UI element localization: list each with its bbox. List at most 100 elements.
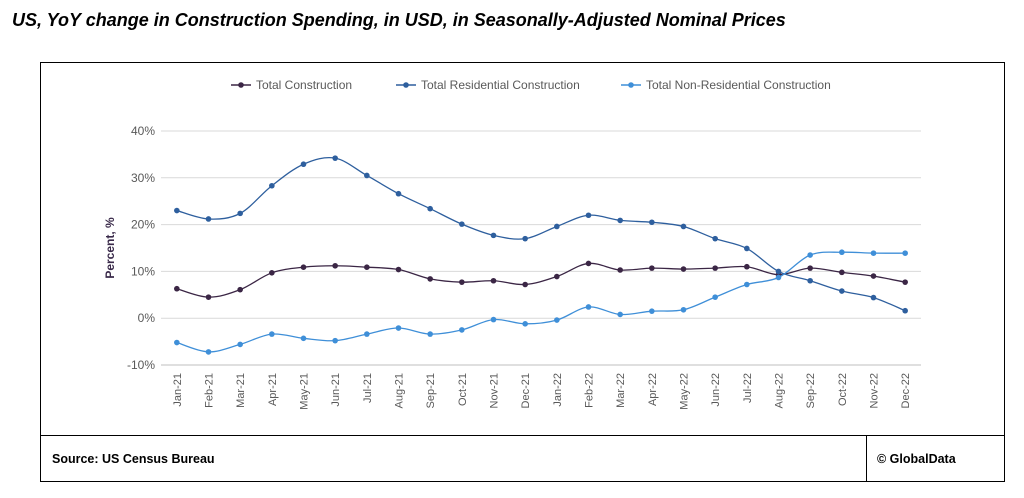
series-line [176,262,906,298]
x-tick-label: Dec-22 [900,373,912,408]
x-tick-label: Apr-21 [267,373,279,406]
x-tick-label: Sep-22 [805,373,817,408]
y-tick-label: 0% [138,311,156,325]
data-point [617,217,623,224]
legend-label: Total Non-Residential Construction [646,78,831,92]
source-label: Source: US Census Bureau [52,452,215,466]
data-point [427,205,433,212]
data-point [807,277,813,284]
data-point [870,294,877,301]
data-point [522,281,528,288]
y-tick-label: -10% [127,358,155,372]
data-point [237,286,243,293]
x-tick-label: Aug-22 [774,373,786,408]
x-tick-label: Dec-21 [520,373,532,408]
data-point [237,210,243,217]
data-point [364,172,370,179]
data-point [775,274,782,281]
chart-frame: -10% 0% 10% 20% 30% 40% Percent, % Jan-21 Feb-21… [40,62,1005,436]
x-tick-label: Jun-22 [710,373,722,407]
data-point [205,349,212,355]
data-point [174,339,180,346]
data-point [364,264,370,270]
data-point [332,155,338,161]
data-point [269,182,275,189]
x-tick-label: Oct-21 [457,373,469,406]
data-point [680,266,687,272]
data-point [649,308,655,314]
data-point [680,306,687,313]
data-point [490,277,497,284]
chart-title: US, YoY change in Construction Spending,… [12,10,786,30]
x-tick-label: Jun-21 [330,373,342,407]
data-point [870,273,877,279]
y-tick-label: 10% [131,264,155,278]
data-point [807,252,813,258]
data-point [300,161,307,168]
data-point [712,265,718,271]
data-point [269,270,275,276]
data-point [205,294,212,300]
x-tick-label: Jan-21 [172,373,184,407]
x-tick-label: Mar-22 [615,373,627,408]
data-point [839,288,845,294]
data-point [870,250,877,256]
copyright-label: © GlobalData [877,452,956,466]
data-point [205,216,212,222]
data-point [459,221,465,227]
data-point [300,335,307,342]
x-tick-label: Oct-22 [837,373,849,406]
x-tick-label: Nov-22 [869,373,881,408]
data-point [395,325,402,331]
legend-label: Total Residential Construction [421,78,580,92]
data-point [364,331,370,337]
data-point [395,190,402,197]
data-point [269,331,275,337]
data-point [902,307,908,314]
y-tick-label: 30% [131,171,155,185]
data-point [649,265,655,271]
x-tick-label: May-22 [679,373,691,410]
data-point [585,212,592,219]
data-point [459,279,465,285]
data-point [174,207,180,214]
x-tick-label: Feb-21 [204,373,216,408]
data-point [395,266,402,273]
data-point [712,294,718,300]
data-point [744,245,750,252]
data-point [522,235,528,242]
footer-divider [866,436,867,481]
x-tick-label: Feb-22 [584,373,596,408]
line-chart: -10% 0% 10% 20% 30% 40% Percent, % Jan-21 Feb-21… [103,78,921,410]
x-tick-label: Sep-21 [425,373,437,408]
data-point [617,267,623,273]
data-point [585,260,592,267]
data-point [744,281,750,288]
x-tick-label: Mar-21 [235,373,247,408]
data-point [902,279,908,285]
data-point [554,273,560,280]
x-tick-label: Jan-22 [552,373,564,407]
data-point [490,232,497,239]
y-axis-label: Percent, % [103,217,117,279]
x-tick-label: May-21 [299,373,311,410]
x-tick-label: Nov-21 [489,373,501,408]
legend-marker [238,82,244,88]
data-point [902,250,908,256]
data-point [427,331,433,337]
series-line [176,157,906,312]
data-point [332,262,338,269]
data-point [712,235,718,242]
data-point [459,327,465,333]
data-point [174,285,180,292]
footer: Source: US Census Bureau © GlobalData [40,436,1005,482]
data-point [554,317,560,323]
series-line [176,251,906,353]
data-point [649,219,655,226]
data-point [554,223,560,230]
data-point [300,264,307,270]
legend-marker [628,82,634,88]
y-tick-label: 40% [131,124,155,138]
legend-label: Total Construction [256,78,352,92]
x-tick-label: Aug-21 [394,373,406,408]
